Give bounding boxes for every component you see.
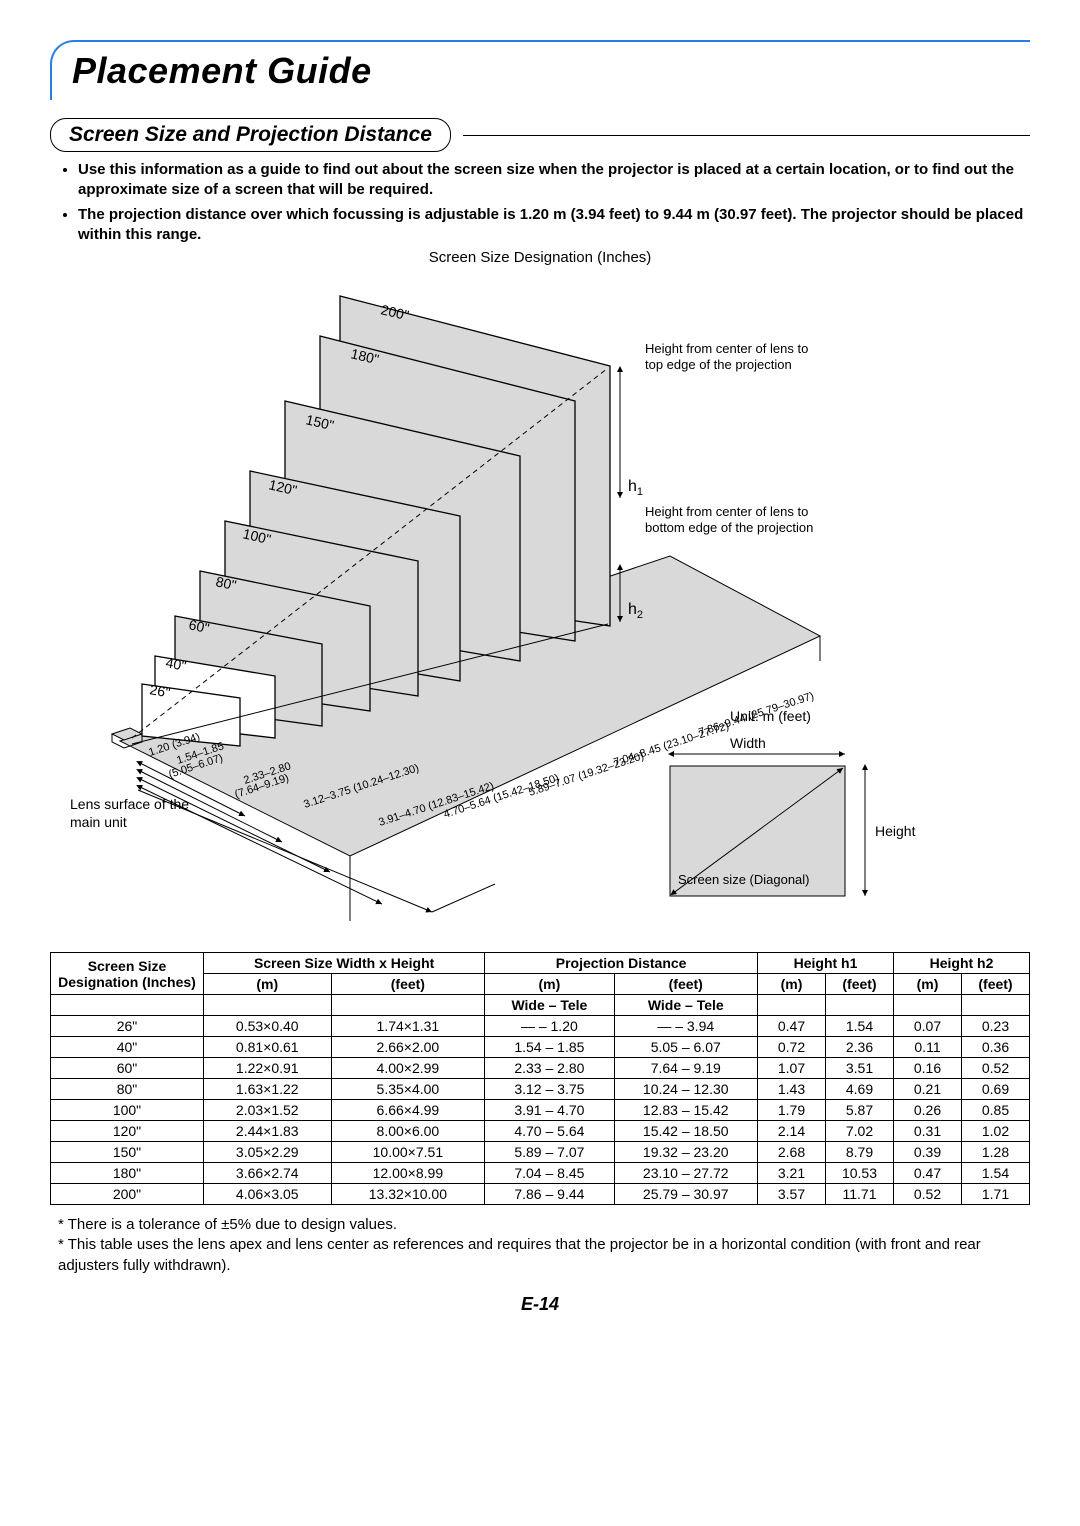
table-row: 120"2.44×1.838.00×6.004.70 – 5.6415.42 –… xyxy=(51,1121,1030,1142)
th-f2: (feet) xyxy=(614,974,758,995)
th-screen-size: Screen Size Designation (Inches) xyxy=(51,953,204,995)
th-m4: (m) xyxy=(894,974,962,995)
projection-table: Screen Size Designation (Inches) Screen … xyxy=(50,952,1030,1205)
h2-note: Height from center of lens to bottom edg… xyxy=(645,504,815,537)
h1-label: h1 xyxy=(628,478,643,498)
table-head: Screen Size Designation (Inches) Screen … xyxy=(51,953,1030,1016)
th-wtm: Wide – Tele xyxy=(485,995,614,1016)
unit-label: Unit: m (feet) xyxy=(730,708,811,724)
diagonal-label: Screen size (Diagonal) xyxy=(678,872,810,887)
table-body: 26"0.53×0.401.74×1.31— – 1.20— – 3.940.4… xyxy=(51,1016,1030,1205)
projection-diagram: 200" 180" 150" 120" 100" 80" 60" 40" 26"… xyxy=(50,266,1030,946)
h1-note: Height from center of lens to top edge o… xyxy=(645,341,815,374)
table-row: 40"0.81×0.612.66×2.001.54 – 1.855.05 – 6… xyxy=(51,1037,1030,1058)
table-row: 26"0.53×0.401.74×1.31— – 1.20— – 3.940.4… xyxy=(51,1016,1030,1037)
section-rule xyxy=(463,135,1030,136)
bullet-1: Use this information as a guide to find … xyxy=(78,160,1030,201)
th-wtf: Wide – Tele xyxy=(614,995,758,1016)
page-title: Placement Guide xyxy=(72,50,1030,92)
th-proj: Projection Distance xyxy=(485,953,758,974)
bullet-2: The projection distance over which focus… xyxy=(78,205,1030,246)
section-heading-row: Screen Size and Projection Distance xyxy=(50,118,1030,152)
lens-label: Lens surface of the main unit xyxy=(70,796,200,831)
th-f1: (feet) xyxy=(331,974,485,995)
diagram-top-caption: Screen Size Designation (Inches) xyxy=(50,249,1030,266)
table-row: 200"4.06×3.0513.32×10.007.86 – 9.4425.79… xyxy=(51,1184,1030,1205)
th-f3: (feet) xyxy=(826,974,894,995)
th-f4: (feet) xyxy=(962,974,1030,995)
footnote-1: * There is a tolerance of ±5% due to des… xyxy=(58,1215,1030,1235)
th-h2: Height h2 xyxy=(894,953,1030,974)
table-row: 150"3.05×2.2910.00×7.515.89 – 7.0719.32 … xyxy=(51,1142,1030,1163)
section-heading: Screen Size and Projection Distance xyxy=(50,118,451,152)
th-wh: Screen Size Width x Height xyxy=(204,953,485,974)
footnotes: * There is a tolerance of ±5% due to des… xyxy=(58,1215,1030,1276)
table-row: 80"1.63×1.225.35×4.003.12 – 3.7510.24 – … xyxy=(51,1079,1030,1100)
page: Placement Guide Screen Size and Projecti… xyxy=(0,0,1080,1526)
th-m1: (m) xyxy=(204,974,332,995)
th-m2: (m) xyxy=(485,974,614,995)
intro-bullets: Use this information as a guide to find … xyxy=(78,160,1030,245)
title-frame: Placement Guide xyxy=(50,40,1030,100)
page-number: E-14 xyxy=(50,1294,1030,1315)
table-row: 100"2.03×1.526.66×4.993.91 – 4.7012.83 –… xyxy=(51,1100,1030,1121)
th-m3: (m) xyxy=(758,974,826,995)
footnote-2: * This table uses the lens apex and lens… xyxy=(58,1235,1030,1276)
table-row: 180"3.66×2.7412.00×8.997.04 – 8.4523.10 … xyxy=(51,1163,1030,1184)
width-label: Width xyxy=(730,735,766,751)
th-h1: Height h1 xyxy=(758,953,894,974)
height-label: Height xyxy=(875,823,916,839)
table-row: 60"1.22×0.914.00×2.992.33 – 2.807.64 – 9… xyxy=(51,1058,1030,1079)
